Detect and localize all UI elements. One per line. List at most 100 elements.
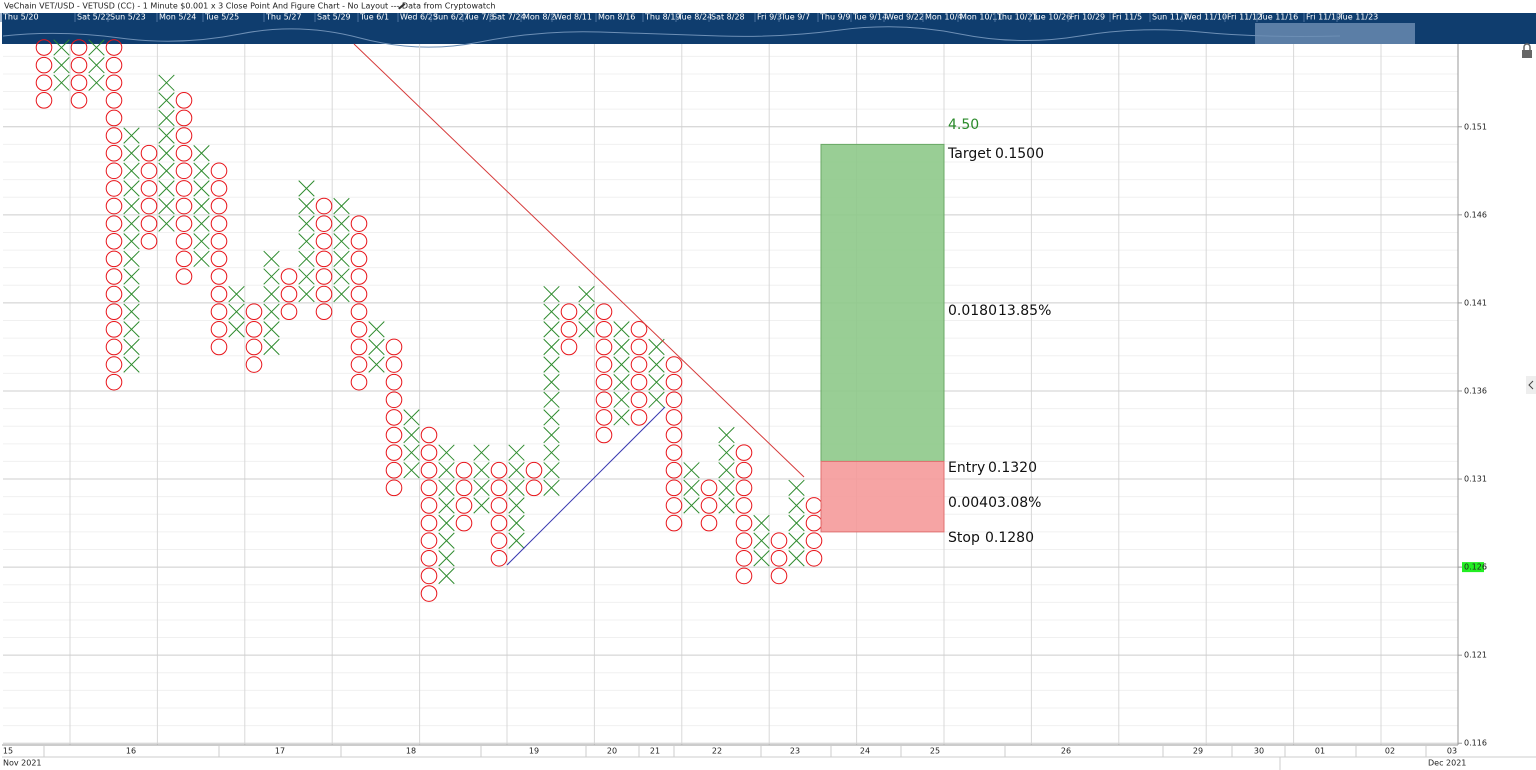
x-box — [438, 444, 455, 461]
navigator-date: Thu 5/20 — [2, 13, 39, 22]
o-box — [735, 532, 753, 549]
o-box — [420, 550, 438, 567]
risk-percent: 3.08% — [997, 495, 1041, 511]
x-box — [718, 444, 735, 461]
o-box — [735, 479, 753, 497]
o-box — [105, 356, 123, 373]
x-box — [613, 409, 630, 426]
x-box — [123, 180, 140, 197]
x-box — [263, 303, 280, 320]
o-box — [350, 285, 368, 303]
x-box — [228, 285, 245, 303]
x-box — [123, 285, 140, 303]
o-box — [455, 514, 473, 532]
navigator-date: Tue 5/25 — [204, 13, 239, 22]
position-tool[interactable] — [820, 143, 945, 533]
o-box — [105, 92, 123, 109]
resistance-trendline[interactable] — [353, 43, 805, 478]
navigator-window[interactable] — [1255, 23, 1415, 44]
x-column — [333, 197, 350, 303]
o-box — [105, 303, 123, 321]
navigator-date: Mon 10/11 — [960, 13, 1002, 22]
x-box — [648, 356, 665, 373]
lock-icon[interactable] — [1522, 43, 1532, 58]
navigator-date: Fri 11/12 — [1227, 13, 1262, 22]
x-box — [648, 374, 665, 391]
o-box — [140, 162, 158, 180]
o-box — [630, 321, 648, 338]
x-box — [683, 497, 700, 514]
chart-title: VeChain VET/USD - VETUSD (CC) - 1 Minute… — [4, 2, 496, 11]
o-box — [490, 497, 508, 514]
o-box — [245, 338, 263, 356]
o-box — [420, 567, 438, 585]
o-box — [630, 356, 648, 373]
x-box — [263, 268, 280, 285]
x-column — [508, 444, 525, 549]
entry-value: 0.1320 — [988, 460, 1037, 476]
o-box — [70, 39, 88, 56]
x-box — [438, 567, 455, 585]
x-column — [88, 39, 105, 91]
o-box — [245, 303, 263, 321]
o-box — [105, 56, 123, 74]
o-box — [105, 285, 123, 303]
x-column — [578, 285, 595, 338]
y-tick-label: 0.116 — [1464, 739, 1487, 748]
navigator-date: Sat 7/24 — [492, 13, 526, 22]
o-box — [70, 56, 88, 74]
x-box — [123, 197, 140, 215]
x-tick-label: 25 — [930, 747, 940, 756]
x-box — [718, 426, 735, 444]
last-price-tag — [1462, 562, 1484, 573]
x-box — [543, 338, 560, 356]
o-box — [735, 567, 753, 585]
x-box — [228, 303, 245, 320]
o-box — [490, 550, 508, 567]
o-column — [35, 39, 53, 109]
o-box — [735, 514, 753, 532]
x-tick-label: 02 — [1385, 747, 1395, 756]
o-box — [770, 532, 788, 549]
o-box — [420, 497, 438, 514]
navigator-date: Fri 10/29 — [1070, 13, 1105, 22]
o-box — [210, 338, 228, 356]
x-tick-label: 01 — [1315, 747, 1325, 756]
o-box — [665, 391, 683, 409]
x-box — [683, 462, 700, 479]
x-box — [193, 197, 210, 215]
o-box — [700, 479, 718, 497]
stop-label: Stop — [948, 530, 980, 546]
x-box — [123, 162, 140, 179]
o-box — [280, 285, 298, 303]
o-box — [210, 285, 228, 303]
x-column — [648, 338, 665, 408]
o-box — [420, 479, 438, 497]
o-box — [210, 321, 228, 338]
risk-value: 0.0040 — [948, 495, 997, 511]
o-box — [385, 409, 403, 426]
edit-icon[interactable] — [398, 3, 406, 10]
risk-reward-ratio: 4.50 — [948, 117, 979, 133]
navigator-date: Thu 10/21 — [996, 13, 1038, 22]
x-tick-label: 03 — [1447, 747, 1457, 756]
x-column — [53, 39, 70, 91]
side-panel-toggle[interactable] — [1526, 376, 1536, 394]
o-box — [665, 409, 683, 426]
o-box — [140, 144, 158, 162]
navigator-date: Fri 9/3 — [757, 13, 782, 22]
o-box — [665, 356, 683, 373]
o-box — [210, 303, 228, 321]
o-box — [210, 268, 228, 285]
x-column — [788, 479, 805, 567]
o-column — [210, 162, 228, 356]
o-box — [350, 373, 368, 391]
x-box — [473, 462, 490, 479]
x-box — [508, 497, 525, 514]
x-box — [473, 444, 490, 461]
support-trendline[interactable] — [506, 406, 666, 566]
o-box — [420, 461, 438, 479]
x-box — [438, 479, 455, 497]
x-box — [368, 338, 385, 356]
x-box — [438, 550, 455, 567]
